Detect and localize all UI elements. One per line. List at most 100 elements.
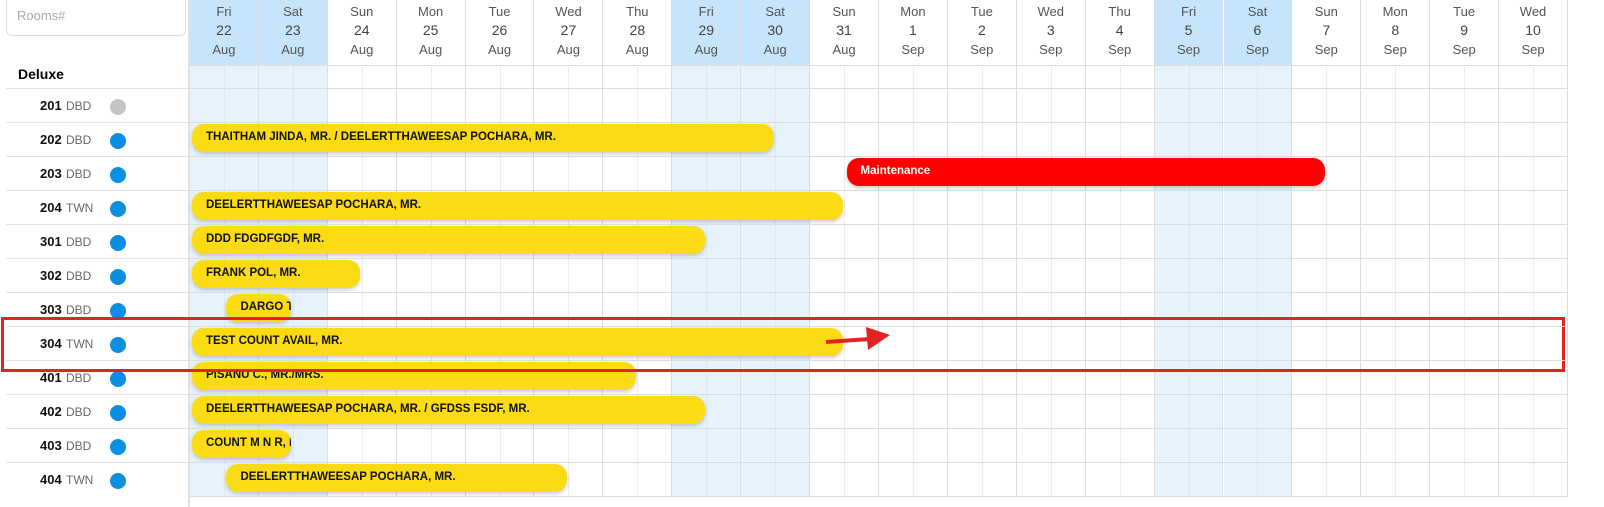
day-header[interactable]: Mon 1 Sep — [879, 0, 947, 65]
row-divider — [190, 258, 1568, 259]
month: Aug — [419, 42, 443, 57]
half-day-divider — [1326, 65, 1328, 496]
room-status-dot — [110, 303, 126, 319]
day-header[interactable]: Mon 25 Aug — [396, 0, 465, 65]
room-number: 201 — [40, 98, 62, 113]
day-header[interactable]: Thu 4 Sep — [1085, 0, 1154, 65]
day-column: Mon 8 Sep — [1361, 0, 1431, 496]
booking-bar[interactable]: PISANU C., MR./MRS. — [192, 362, 636, 390]
room-number: 304 — [40, 336, 62, 351]
half-day-divider — [1464, 65, 1466, 496]
day-header[interactable]: Sun 31 Aug — [810, 0, 878, 65]
half-day-divider — [1119, 65, 1121, 496]
half-day-divider — [361, 65, 363, 496]
day-of-week: Mon — [1382, 4, 1408, 19]
booking-bar[interactable]: DEELERTTHAWEESAP POCHARA, MR. — [192, 192, 843, 220]
day-column: Mon 1 Sep — [879, 0, 948, 496]
day-column: Fri 5 Sep — [1154, 0, 1224, 496]
row-divider — [190, 224, 1568, 225]
half-day-divider — [912, 65, 914, 496]
day-number: 25 — [422, 22, 439, 38]
day-number: 7 — [1322, 22, 1331, 38]
room-row-204[interactable]: 204 TWN — [6, 190, 188, 224]
room-row-203[interactable]: 203 DBD — [6, 156, 188, 190]
half-day-divider — [775, 65, 777, 496]
maintenance-block[interactable]: Maintenance — [846, 158, 1325, 186]
room-status-dot — [110, 167, 126, 183]
day-column: Thu 28 Aug — [603, 0, 673, 496]
day-header[interactable]: Tue 26 Aug — [465, 0, 534, 65]
day-of-week: Tue — [970, 4, 993, 19]
booking-bar[interactable]: DDD FDGDFGDF, MR. — [192, 226, 705, 254]
day-header[interactable]: Tue 9 Sep — [1430, 0, 1499, 65]
day-header[interactable]: Sat 6 Sep — [1223, 0, 1292, 65]
room-row-304[interactable]: 304 TWN — [6, 326, 188, 360]
room-row-301[interactable]: 301 DBD — [6, 224, 188, 258]
room-row-303[interactable]: 303 DBD — [6, 292, 188, 326]
row-divider — [190, 190, 1568, 191]
half-day-divider — [637, 65, 639, 496]
day-header[interactable]: Sun 7 Sep — [1292, 0, 1361, 65]
day-header[interactable]: Thu 28 Aug — [603, 0, 672, 65]
day-header[interactable]: Mon 8 Sep — [1361, 0, 1430, 65]
room-number: 202 — [40, 132, 62, 147]
room-row-302[interactable]: 302 DBD — [6, 258, 188, 292]
day-header[interactable]: Sat 23 Aug — [258, 0, 327, 65]
room-status-dot — [110, 439, 126, 455]
day-header[interactable]: Tue 2 Sep — [947, 0, 1016, 65]
booking-bar[interactable]: FRANK POL, MR. — [192, 260, 361, 288]
room-row-401[interactable]: 401 DBD — [6, 360, 188, 394]
room-type: DBD — [66, 269, 92, 283]
month: Aug — [625, 42, 649, 57]
room-status-dot — [110, 337, 126, 353]
room-number: 302 — [40, 268, 62, 283]
day-header[interactable]: Fri 29 Aug — [672, 0, 741, 65]
day-header[interactable]: Sat 30 Aug — [741, 0, 810, 65]
half-day-divider — [1395, 65, 1397, 496]
day-header[interactable]: Wed 27 Aug — [534, 0, 603, 65]
room-row-404[interactable]: 404 TWN — [6, 462, 188, 496]
room-row-402[interactable]: 402 DBD — [6, 394, 188, 428]
room-row-201[interactable]: 201 DBD — [6, 88, 188, 122]
booking-bar[interactable]: DEELERTTHAWEESAP POCHARA, MR. — [226, 464, 567, 492]
row-divider — [190, 394, 1568, 395]
day-of-week: Sat — [765, 4, 785, 19]
room-status-dot — [110, 201, 126, 217]
booking-bar[interactable]: COUNT M N R, I — [192, 430, 292, 458]
room-number: 403 — [40, 438, 62, 453]
room-status-dot — [110, 371, 126, 387]
room-row-403[interactable]: 403 DBD — [6, 428, 188, 462]
room-row-202[interactable]: 202 DBD — [6, 122, 188, 156]
month: Sep — [1314, 42, 1338, 57]
rooms-search-input[interactable]: Rooms# — [6, 0, 186, 36]
day-header[interactable]: Fri 5 Sep — [1154, 0, 1223, 65]
day-number: 4 — [1115, 22, 1124, 38]
month: Aug — [556, 42, 581, 57]
arrow-right-icon — [825, 327, 890, 350]
day-header[interactable]: Fri 22 Aug — [190, 0, 258, 65]
half-day-divider — [981, 65, 983, 496]
row-divider — [190, 65, 1568, 66]
half-day-divider — [1257, 65, 1259, 496]
booking-bar[interactable]: DEELERTTHAWEESAP POCHARA, MR. / GFDSS FS… — [192, 396, 705, 424]
room-type: DBD — [66, 371, 92, 385]
room-type: TWN — [66, 201, 94, 215]
booking-bar[interactable]: THAITHAM JINDA, MR. / DEELERTTHAWEESAP P… — [192, 124, 774, 152]
day-header[interactable]: Wed 3 Sep — [1016, 0, 1085, 65]
half-day-divider — [1050, 65, 1052, 496]
day-column: Sat 6 Sep — [1223, 0, 1293, 496]
day-header[interactable]: Wed 10 Sep — [1499, 0, 1567, 65]
room-type: DBD — [66, 235, 92, 249]
day-of-week: Fri — [1180, 4, 1197, 19]
row-divider — [190, 360, 1568, 361]
month: Sep — [1108, 42, 1132, 57]
room-status-dot — [110, 99, 126, 115]
day-of-week: Sat — [1247, 4, 1268, 19]
row-divider — [190, 462, 1568, 463]
room-type: DBD — [66, 133, 92, 147]
room-status-dot — [110, 235, 126, 251]
day-column: Thu 4 Sep — [1085, 0, 1155, 496]
day-header[interactable]: Sun 24 Aug — [327, 0, 396, 65]
booking-bar[interactable]: TEST COUNT AVAIL, MR. — [192, 328, 843, 356]
month: Sep — [1176, 42, 1201, 57]
